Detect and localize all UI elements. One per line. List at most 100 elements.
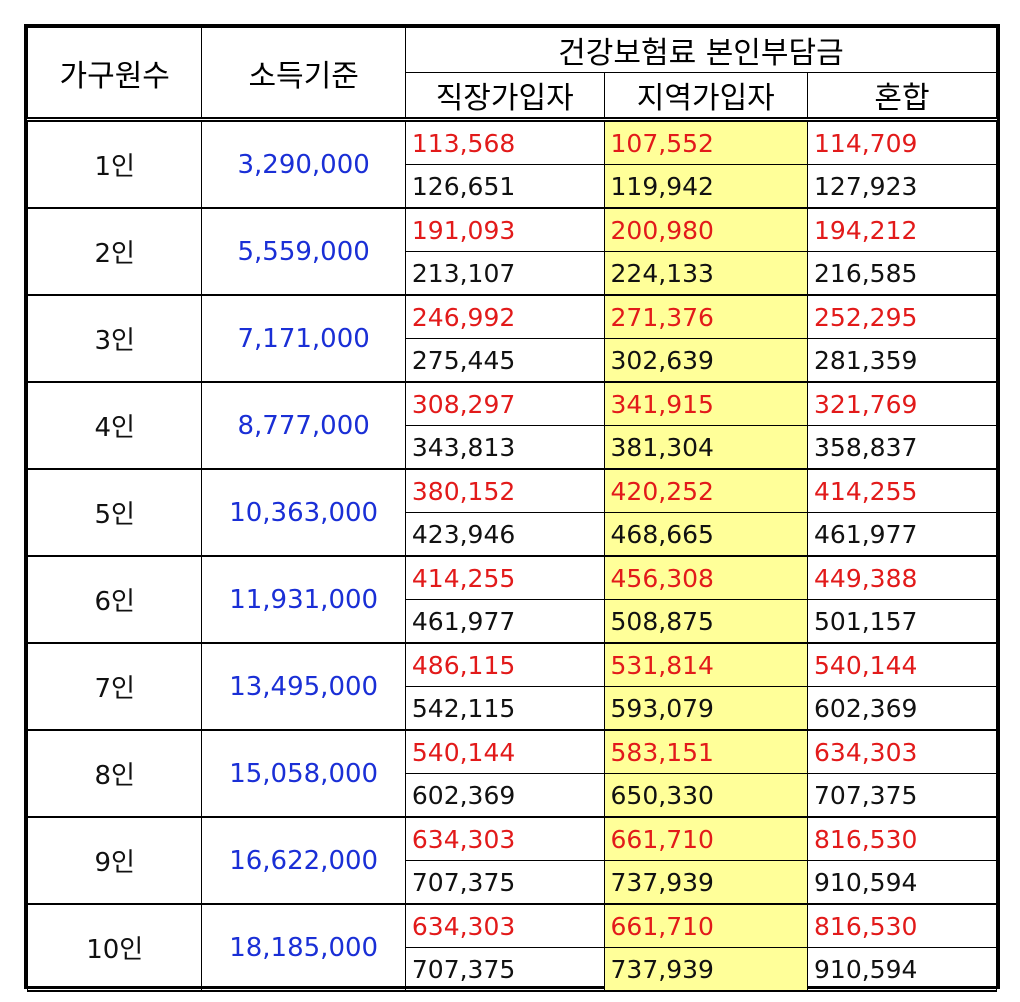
mixed-premium-bottom: 602,369 (807, 686, 997, 731)
household-cell: 8인 (26, 729, 203, 818)
income-cell: 11,931,000 (201, 555, 406, 644)
regional-premium-top: 107,552 (603, 119, 809, 165)
income-cell: 8,777,000 (201, 381, 406, 470)
table-row: 423,946 468,665 461,977 (28, 512, 997, 557)
employee-premium-bottom: 707,375 (404, 860, 605, 905)
employee-premium-top: 380,152 (404, 468, 605, 513)
mixed-premium-top: 321,769 (807, 381, 997, 426)
regional-premium-bottom: 650,330 (603, 773, 809, 818)
household-cell: 4인 (26, 381, 203, 470)
regional-premium-top: 661,710 (603, 816, 809, 861)
table-row: 707,375 737,939 910,594 (28, 860, 997, 905)
table-row: 7인 13,495,000 486,115 531,814 540,144 (26, 642, 997, 731)
header-mixed: 혼합 (807, 72, 997, 120)
income-cell: 18,185,000 (201, 903, 406, 992)
header-income: 소득기준 (201, 27, 406, 120)
mixed-premium-bottom: 910,594 (807, 860, 997, 905)
mixed-premium-top: 414,255 (807, 468, 997, 513)
mixed-premium-bottom: 707,375 (807, 773, 997, 818)
employee-premium-bottom: 602,369 (404, 773, 605, 818)
household-cell: 1인 (26, 119, 203, 209)
regional-premium-top: 271,376 (603, 294, 809, 339)
employee-premium-bottom: 461,977 (404, 599, 605, 644)
regional-premium-top: 456,308 (603, 555, 809, 600)
table-row: 10인 18,185,000 634,303 661,710 816,530 (26, 903, 997, 992)
table-row: 8인 15,058,000 540,144 583,151 634,303 (26, 729, 997, 818)
mixed-premium-bottom: 910,594 (807, 947, 997, 992)
employee-premium-bottom: 423,946 (404, 512, 605, 557)
household-cell: 2인 (26, 207, 203, 296)
household-cell: 9인 (26, 816, 203, 905)
mixed-premium-bottom: 501,157 (807, 599, 997, 644)
regional-premium-top: 420,252 (603, 468, 809, 513)
mixed-premium-bottom: 358,837 (807, 425, 997, 470)
employee-premium-top: 540,144 (404, 729, 605, 774)
mixed-premium-top: 816,530 (807, 816, 997, 861)
household-cell: 6인 (26, 555, 203, 644)
table-row: 9인 16,622,000 634,303 661,710 816,530 (26, 816, 997, 905)
income-cell: 7,171,000 (201, 294, 406, 383)
regional-premium-top: 661,710 (603, 903, 809, 948)
table-row: 5인 10,363,000 380,152 420,252 414,255 (26, 468, 997, 557)
table-header: 가구원수 소득기준 건강보험료 본인부담금 직장가입자 지역가입자 혼합 (26, 27, 998, 120)
employee-premium-top: 486,115 (404, 642, 605, 687)
regional-premium-bottom: 737,939 (603, 947, 809, 992)
regional-premium-bottom: 593,079 (603, 686, 809, 731)
household-cell: 5인 (26, 468, 203, 557)
employee-premium-top: 191,093 (404, 207, 605, 252)
regional-premium-top: 341,915 (603, 381, 809, 426)
employee-premium-top: 113,568 (404, 119, 605, 165)
regional-premium-bottom: 737,939 (603, 860, 809, 905)
mixed-premium-bottom: 461,977 (807, 512, 997, 557)
table-row: 461,977 508,875 501,157 (28, 599, 997, 644)
mixed-premium-top: 540,144 (807, 642, 997, 687)
employee-premium-top: 308,297 (404, 381, 605, 426)
employee-premium-top: 634,303 (404, 816, 605, 861)
table-row: 343,813 381,304 358,837 (28, 425, 997, 470)
header-household: 가구원수 (26, 27, 203, 120)
regional-premium-top: 583,151 (603, 729, 809, 774)
premium-table: 가구원수 소득기준 건강보험료 본인부담금 직장가입자 지역가입자 혼합 1인 3… (26, 27, 998, 992)
header-premium: 건강보험료 본인부담금 (404, 27, 998, 73)
table-row: 275,445 302,639 281,359 (28, 338, 997, 383)
mixed-premium-top: 114,709 (807, 119, 997, 165)
income-cell: 3,290,000 (201, 119, 406, 209)
table-row: 542,115 593,079 602,369 (28, 686, 997, 731)
mixed-premium-top: 634,303 (807, 729, 997, 774)
household-cell: 3인 (26, 294, 203, 383)
income-cell: 5,559,000 (201, 207, 406, 296)
income-cell: 15,058,000 (201, 729, 406, 818)
regional-premium-bottom: 381,304 (603, 425, 809, 470)
regional-premium-bottom: 468,665 (603, 512, 809, 557)
table-row: 213,107 224,133 216,585 (28, 251, 997, 296)
employee-premium-bottom: 126,651 (404, 164, 605, 209)
household-cell: 7인 (26, 642, 203, 731)
employee-premium-top: 634,303 (404, 903, 605, 948)
employee-premium-top: 414,255 (404, 555, 605, 600)
employee-premium-bottom: 542,115 (404, 686, 605, 731)
mixed-premium-top: 449,388 (807, 555, 997, 600)
mixed-premium-top: 194,212 (807, 207, 997, 252)
mixed-premium-top: 252,295 (807, 294, 997, 339)
mixed-premium-bottom: 281,359 (807, 338, 997, 383)
premium-table-sheet: 가구원수 소득기준 건강보험료 본인부담금 직장가입자 지역가입자 혼합 1인 3… (24, 24, 1000, 992)
employee-premium-bottom: 343,813 (404, 425, 605, 470)
income-cell: 13,495,000 (201, 642, 406, 731)
regional-premium-bottom: 224,133 (603, 251, 809, 296)
employee-premium-bottom: 275,445 (404, 338, 605, 383)
table-row: 2인 5,559,000 191,093 200,980 194,212 (26, 207, 997, 296)
regional-premium-top: 200,980 (603, 207, 809, 252)
mixed-premium-bottom: 127,923 (807, 164, 997, 209)
table-row: 126,651 119,942 127,923 (28, 164, 997, 209)
regional-premium-bottom: 119,942 (603, 164, 809, 209)
table-row: 3인 7,171,000 246,992 271,376 252,295 (26, 294, 997, 383)
regional-premium-top: 531,814 (603, 642, 809, 687)
table-row: 4인 8,777,000 308,297 341,915 321,769 (26, 381, 997, 470)
table-row: 602,369 650,330 707,375 (28, 773, 997, 818)
mixed-premium-bottom: 216,585 (807, 251, 997, 296)
header-employee: 직장가입자 (404, 72, 605, 120)
table-row: 6인 11,931,000 414,255 456,308 449,388 (26, 555, 997, 644)
table-row: 707,375 737,939 910,594 (28, 947, 997, 992)
table-body: 1인 3,290,000 113,568 107,552 114,709 126,651 1… (26, 119, 997, 992)
income-cell: 10,363,000 (201, 468, 406, 557)
